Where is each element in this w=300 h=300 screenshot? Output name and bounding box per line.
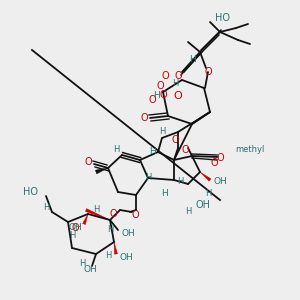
- Polygon shape: [85, 208, 110, 220]
- Text: HO: HO: [23, 187, 38, 197]
- Text: H: H: [69, 230, 75, 239]
- Text: OH: OH: [122, 230, 136, 238]
- Text: O: O: [174, 71, 182, 81]
- Text: H: H: [145, 173, 151, 182]
- Text: O: O: [84, 157, 92, 167]
- Text: O: O: [216, 153, 224, 163]
- Text: O: O: [109, 209, 117, 219]
- Text: O: O: [161, 71, 169, 81]
- Text: O: O: [210, 158, 218, 168]
- Polygon shape: [82, 214, 88, 225]
- Text: H: H: [153, 92, 159, 100]
- Text: O: O: [171, 135, 179, 145]
- Text: H: H: [113, 146, 119, 154]
- Text: H: H: [107, 226, 113, 235]
- Text: H: H: [105, 251, 111, 260]
- Polygon shape: [95, 168, 108, 174]
- Text: H: H: [160, 188, 167, 197]
- Text: O: O: [181, 145, 189, 155]
- Polygon shape: [114, 242, 118, 254]
- Text: H: H: [159, 128, 165, 136]
- Text: O: O: [131, 210, 139, 220]
- Text: H: H: [79, 260, 85, 268]
- Polygon shape: [200, 172, 211, 181]
- Text: H: H: [148, 148, 155, 157]
- Text: O: O: [159, 90, 167, 100]
- Text: H: H: [185, 208, 191, 217]
- Text: O: O: [140, 113, 148, 123]
- Text: O: O: [148, 95, 156, 105]
- Text: OH: OH: [120, 254, 134, 262]
- Text: H: H: [44, 203, 50, 212]
- Text: OH: OH: [196, 200, 211, 210]
- Text: H: H: [205, 190, 211, 199]
- Text: O: O: [71, 223, 79, 233]
- Text: OH: OH: [83, 266, 97, 274]
- Text: O: O: [174, 91, 182, 101]
- Text: methyl: methyl: [235, 146, 264, 154]
- Text: O: O: [204, 67, 212, 77]
- Text: O: O: [156, 81, 164, 91]
- Text: H: H: [177, 178, 183, 187]
- Text: HO: HO: [214, 13, 230, 23]
- Text: H: H: [94, 206, 100, 214]
- Text: H: H: [189, 56, 195, 64]
- Text: OH: OH: [68, 224, 82, 232]
- Text: H: H: [172, 79, 178, 88]
- Text: OH: OH: [213, 178, 227, 187]
